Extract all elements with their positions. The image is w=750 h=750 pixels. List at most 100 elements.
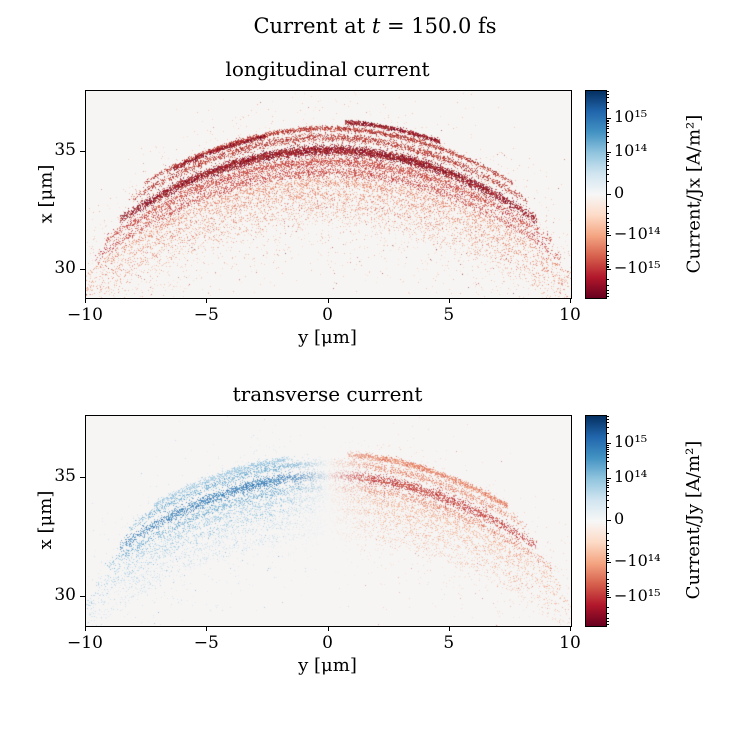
y-tick-mark (80, 596, 85, 597)
colorbar-minor-tick-mark (606, 126, 609, 127)
colorbar-minor-tick-mark (606, 433, 609, 434)
colorbar-minor-tick-mark (606, 549, 609, 550)
colorbar-minor-tick-mark (606, 285, 609, 286)
colorbar-minor-tick-mark (606, 123, 609, 124)
colorbar-minor-tick-mark (606, 583, 609, 584)
colorbar-minor-tick-mark (606, 169, 609, 170)
colorbar-minor-tick-mark (606, 480, 609, 481)
axes-transverse (85, 415, 572, 627)
x-tick-mark (449, 626, 450, 631)
colorbar-minor-tick-mark (606, 595, 609, 596)
colorbar-minor-tick-mark (606, 593, 609, 594)
x-tick-mark (85, 298, 86, 303)
y-tick-label: 35 (54, 466, 76, 487)
colorbar-minor-tick-mark (606, 555, 609, 556)
x-tick-label: 5 (443, 305, 455, 325)
colorbar-minor-tick-mark (606, 487, 609, 488)
colorbar-minor-tick-mark (606, 222, 609, 223)
colorbar-minor-tick-mark (606, 206, 609, 207)
figure-title-suffix: = 150.0 fs (380, 14, 497, 38)
colorbar-minor-tick-mark (606, 618, 609, 619)
colorbar-minor-tick-mark (606, 226, 609, 227)
y-tick-mark (80, 477, 85, 478)
colorbar-minor-tick-mark (606, 121, 609, 122)
colorbar-tick-label: 0 (614, 509, 625, 528)
colorbar-minor-tick-mark (606, 427, 609, 428)
figure-title-variable: t (371, 14, 381, 38)
colorbar-minor-tick-mark (606, 495, 609, 496)
colorbar-minor-tick-mark (606, 454, 609, 455)
colorbar-minor-tick-mark (606, 259, 609, 260)
colorbar-minor-tick-mark (606, 485, 609, 486)
colorbar-minor-tick-mark (606, 231, 609, 232)
colorbar-minor-tick-mark (606, 94, 609, 95)
colorbar-minor-tick-mark (606, 586, 609, 587)
x-tick-mark (206, 298, 207, 303)
colorbar-minor-tick-mark (606, 447, 609, 448)
x-tick-label: 0 (322, 633, 333, 653)
colorbar-minor-tick-mark (606, 296, 609, 297)
colorbar-tick-mark (606, 443, 611, 444)
y-tick-mark (80, 151, 85, 152)
colorbar-minor-tick-mark (606, 279, 609, 280)
colorbar-label-transverse: Current/Jy [A/m²] (683, 440, 704, 600)
colorbar-label-longitudinal: Current/Jx [A/m²] (683, 114, 704, 273)
colorbar-minor-tick-mark (606, 181, 609, 182)
figure-title: Current at t = 150.0 fs (0, 14, 750, 38)
colorbar-minor-tick-mark (606, 120, 609, 121)
y-tick-label: 35 (54, 140, 76, 161)
subplot-title-longitudinal: longitudinal current (225, 57, 430, 81)
colorbar-minor-tick-mark (606, 161, 609, 162)
colorbar-minor-tick-mark (606, 102, 609, 103)
colorbar-minor-tick-mark (606, 545, 609, 546)
subplot-title-transverse: transverse current (232, 382, 423, 406)
colorbar-tick-label: 10¹⁵ (614, 432, 648, 452)
x-tick-label: 0 (322, 305, 333, 325)
colorbar-minor-tick-mark (606, 500, 609, 501)
x-tick-label: 10 (559, 633, 581, 653)
colorbar-minor-tick-mark (606, 560, 609, 561)
colorbar-minor-tick-mark (606, 451, 609, 452)
colorbar-minor-tick-mark (606, 290, 609, 291)
colorbar-minor-tick-mark (606, 607, 609, 608)
colorbar-minor-tick-mark (606, 449, 609, 450)
colorbar-tick-label: −10¹⁵ (614, 585, 661, 605)
colorbar-gradient-transverse (586, 416, 606, 626)
x-tick-label: 10 (559, 305, 581, 325)
colorbar-minor-tick-mark (606, 422, 609, 423)
colorbar-minor-tick-mark (606, 218, 609, 219)
y-tick-label: 30 (54, 585, 76, 606)
colorbar-tick-label: 0 (614, 182, 625, 202)
colorbar-minor-tick-mark (606, 233, 609, 234)
colorbar-minor-tick-mark (606, 572, 609, 573)
colorbar-minor-tick-mark (606, 213, 609, 214)
colorbar-minor-tick-mark (606, 251, 609, 252)
colorbar-minor-tick-mark (606, 482, 609, 483)
colorbar-tick-mark (606, 235, 611, 236)
x-tick-label: −5 (193, 305, 219, 325)
colorbar-minor-tick-mark (606, 91, 609, 92)
colorbar-minor-tick-mark (606, 128, 609, 129)
colorbar-minor-tick-mark (606, 621, 609, 622)
colorbar-minor-tick-mark (606, 589, 609, 590)
x-tick-mark (449, 298, 450, 303)
colorbar-minor-tick-mark (606, 264, 609, 265)
x-tick-mark (328, 298, 329, 303)
colorbar-longitudinal (585, 90, 607, 299)
colorbar-tick-label: 10¹⁴ (614, 467, 648, 486)
colorbar-minor-tick-mark (606, 533, 609, 534)
x-tick-label: −5 (193, 633, 219, 653)
x-tick-mark (85, 626, 86, 631)
colorbar-minor-tick-mark (606, 558, 609, 559)
colorbar-minor-tick-mark (606, 419, 609, 420)
colorbar-minor-tick-mark (606, 457, 609, 458)
x-tick-mark (206, 626, 207, 631)
colorbar-minor-tick-mark (606, 624, 609, 625)
colorbar-minor-tick-mark (606, 553, 609, 554)
scatter-canvas-transverse (86, 416, 571, 626)
colorbar-minor-tick-mark (606, 97, 609, 98)
colorbar-tick-mark (606, 118, 611, 119)
colorbar-minor-tick-mark (606, 245, 609, 246)
colorbar-tick-label: 10¹⁴ (614, 141, 648, 161)
colorbar-minor-tick-mark (606, 293, 609, 294)
